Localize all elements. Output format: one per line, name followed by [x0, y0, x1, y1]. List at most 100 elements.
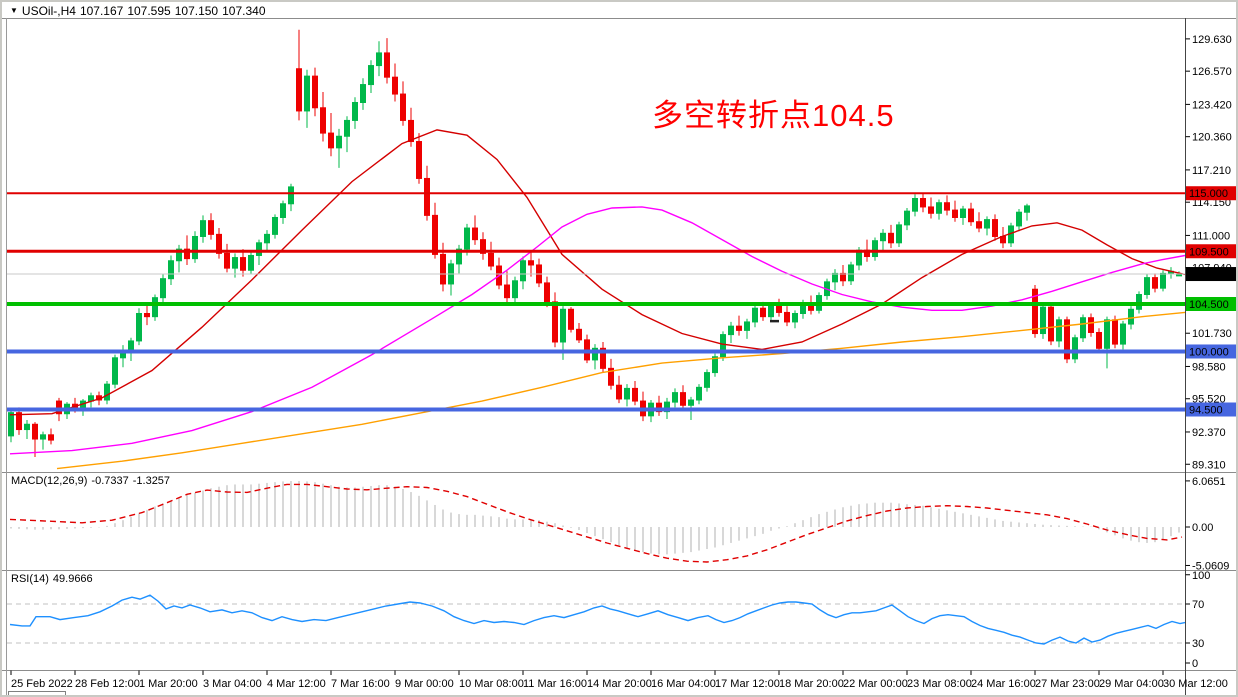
candle-body [56, 400, 62, 415]
candle-body [392, 76, 398, 95]
candle-body [944, 202, 950, 211]
candle-body [696, 386, 702, 401]
main-price-panel [7, 29, 1185, 470]
price-tick-label: 129.630 [1192, 34, 1232, 46]
candle-body [480, 239, 486, 254]
candle-body [1024, 205, 1030, 213]
macd-indicator-header: MACD(12,26,9) -0.7337 -1.3257 [11, 475, 174, 487]
close-value: 107.340 [222, 4, 266, 18]
candle-body [504, 284, 510, 299]
candle-body [472, 227, 478, 241]
candle-body [112, 357, 118, 385]
candle-body [632, 387, 638, 402]
current-price-badge-label: 107.340 [1189, 269, 1229, 281]
slow-orange-ma-line [56, 311, 1185, 470]
dash-marker[interactable] [770, 319, 779, 323]
candle-body [384, 52, 390, 78]
candle-body [992, 219, 998, 237]
quick-navigation-box[interactable] [8, 691, 66, 695]
time-tick-label: 17 Mar 12:00 [715, 678, 780, 690]
candle-body [1144, 277, 1150, 296]
candle-body [152, 297, 158, 318]
price-tick-label: 92.370 [1192, 427, 1226, 439]
candle-body [1120, 323, 1126, 345]
price-axis[interactable]: 129.630126.570123.420120.360117.210114.1… [1185, 34, 1238, 670]
price-tick-label: 117.210 [1192, 165, 1231, 177]
candle-body [688, 399, 694, 406]
candle-body [904, 210, 910, 226]
candle-body [264, 233, 270, 244]
candle-body [296, 68, 302, 112]
candle-body [704, 372, 710, 388]
price-badge-100.000 [1186, 344, 1236, 359]
candle-body [744, 321, 750, 331]
candle-body [600, 347, 606, 369]
rsi-tick-label: 100 [1192, 570, 1210, 582]
current-price-badge [1186, 267, 1236, 282]
candle-body [528, 260, 534, 266]
candle-body [1088, 317, 1094, 333]
candle-body [400, 93, 406, 121]
price-badge-109.500-label: 109.500 [1189, 246, 1229, 258]
candle-body [776, 305, 782, 313]
time-tick-label: 10 Mar 08:00 [459, 678, 524, 690]
candle-body [848, 264, 854, 282]
time-tick-label: 9 Mar 00:00 [395, 678, 454, 690]
macd-signal-line [9, 483, 1183, 563]
candle-body [952, 209, 958, 218]
candle-body [888, 232, 894, 244]
candle-body [840, 272, 846, 282]
annotation-text: 多空转折点104.5 [652, 98, 895, 133]
candle-body [1112, 319, 1118, 345]
price-badge-94.500 [1186, 402, 1236, 417]
rsi-indicator-header: RSI(14) 49.9666 [11, 573, 97, 585]
macd-value: -0.7337 [91, 475, 129, 487]
rsi-tick-label: 0 [1192, 658, 1198, 670]
price-tick-label: 120.360 [1192, 132, 1232, 144]
candle-body [728, 325, 734, 336]
candle-body [1104, 319, 1110, 349]
candle-body [104, 383, 110, 401]
candle-body [784, 311, 790, 323]
macd-tick-label: 0.00 [1192, 522, 1213, 534]
time-tick-label: 4 Mar 12:00 [267, 678, 326, 690]
candle-body [1064, 319, 1070, 360]
candles [8, 29, 1182, 457]
macd-tick-label: 6.0651 [1192, 476, 1226, 488]
candle-body [184, 248, 190, 260]
rsi-value: 49.9666 [52, 573, 93, 585]
candle-body [408, 119, 414, 143]
price-badge-115.000 [1186, 186, 1236, 201]
candle-body [680, 392, 686, 406]
price-badge-109.500 [1186, 244, 1236, 259]
candle-body [240, 257, 246, 271]
candle-body [672, 392, 678, 403]
price-badge-94.500-label: 94.500 [1189, 405, 1223, 417]
time-tick-label: 25 Feb 2022 [11, 678, 73, 690]
candle-body [344, 119, 350, 137]
candle-body [792, 312, 798, 323]
candle-body [144, 312, 150, 318]
time-axis[interactable]: 25 Feb 2022 28 Feb 12:00 1 Mar 20:00 3 Mar … [10, 670, 1228, 691]
candle-body [552, 301, 558, 343]
time-tick-label: 22 Mar 00:00 [843, 678, 908, 690]
candle-body [624, 387, 630, 400]
time-tick-label: 11 Mar 16:00 [523, 678, 587, 690]
candle-body [1096, 331, 1102, 349]
candle-body [488, 252, 494, 267]
candle-body [752, 307, 758, 323]
candle-body [1080, 317, 1086, 339]
price-tick-label: 123.420 [1192, 99, 1232, 111]
time-tick-label: 7 Mar 16:00 [331, 678, 390, 690]
candle-body [208, 220, 214, 235]
macd-panel [9, 481, 1183, 563]
symbol-dropdown-icon[interactable]: ▼ [10, 6, 18, 15]
candle-body [432, 214, 438, 255]
rsi-panel [7, 594, 1185, 645]
candle-body [272, 216, 278, 235]
candle-body [48, 434, 54, 441]
candle-body [360, 84, 366, 103]
candle-body [936, 202, 942, 214]
candle-body [560, 308, 566, 343]
